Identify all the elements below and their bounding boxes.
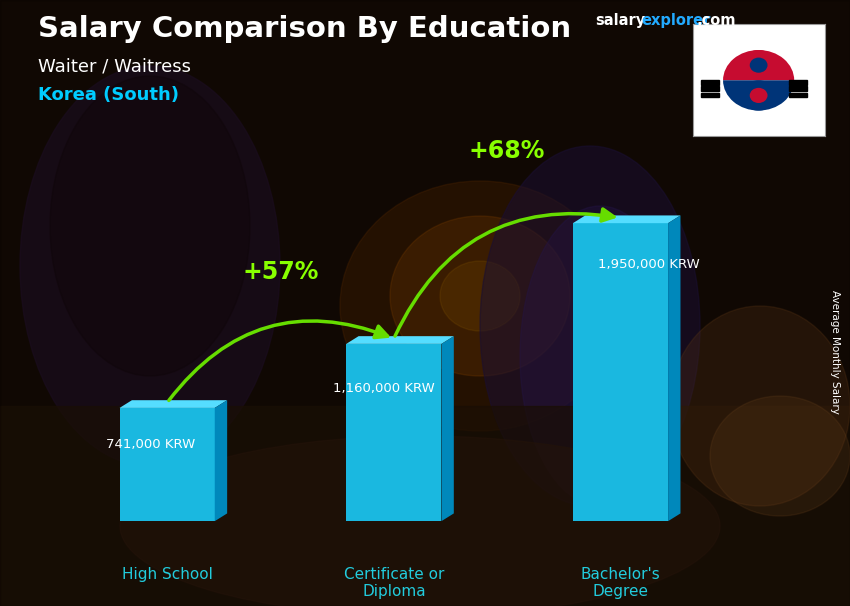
Ellipse shape <box>710 396 850 516</box>
Wedge shape <box>723 50 794 80</box>
Ellipse shape <box>670 306 850 506</box>
Circle shape <box>750 88 768 103</box>
Text: Korea (South): Korea (South) <box>38 86 179 104</box>
Polygon shape <box>346 344 441 521</box>
Circle shape <box>741 50 776 80</box>
Polygon shape <box>573 216 681 223</box>
Ellipse shape <box>20 66 280 466</box>
Ellipse shape <box>120 436 720 606</box>
Polygon shape <box>120 400 227 408</box>
Bar <box>700 87 719 91</box>
Text: Bachelor's
Degree: Bachelor's Degree <box>581 567 660 599</box>
Text: .com: .com <box>697 13 736 28</box>
Bar <box>700 80 719 85</box>
Ellipse shape <box>520 206 680 506</box>
Polygon shape <box>441 336 454 521</box>
Ellipse shape <box>440 261 520 331</box>
Text: Certificate or
Diploma: Certificate or Diploma <box>343 567 444 599</box>
Polygon shape <box>346 336 454 344</box>
Polygon shape <box>668 216 681 521</box>
Circle shape <box>750 58 768 73</box>
Ellipse shape <box>390 216 570 376</box>
Polygon shape <box>120 408 215 521</box>
Polygon shape <box>573 223 668 521</box>
Bar <box>0 406 850 606</box>
Text: +68%: +68% <box>469 139 546 164</box>
Text: explorer: explorer <box>642 13 711 28</box>
Text: Waiter / Waitress: Waiter / Waitress <box>38 58 191 76</box>
Circle shape <box>741 80 776 110</box>
Text: Salary Comparison By Education: Salary Comparison By Education <box>38 15 571 43</box>
Bar <box>789 80 808 85</box>
Text: salary: salary <box>595 13 645 28</box>
Text: High School: High School <box>122 567 212 582</box>
Wedge shape <box>723 80 794 110</box>
Text: +57%: +57% <box>242 260 319 284</box>
Polygon shape <box>215 400 227 521</box>
Text: 1,160,000 KRW: 1,160,000 KRW <box>332 382 434 395</box>
Bar <box>789 87 808 91</box>
Text: 1,950,000 KRW: 1,950,000 KRW <box>598 258 700 271</box>
Text: 741,000 KRW: 741,000 KRW <box>106 438 196 451</box>
Ellipse shape <box>340 181 620 431</box>
Text: Average Monthly Salary: Average Monthly Salary <box>830 290 840 413</box>
Bar <box>700 93 719 97</box>
Ellipse shape <box>480 146 700 506</box>
Ellipse shape <box>50 76 250 376</box>
Bar <box>789 93 808 97</box>
